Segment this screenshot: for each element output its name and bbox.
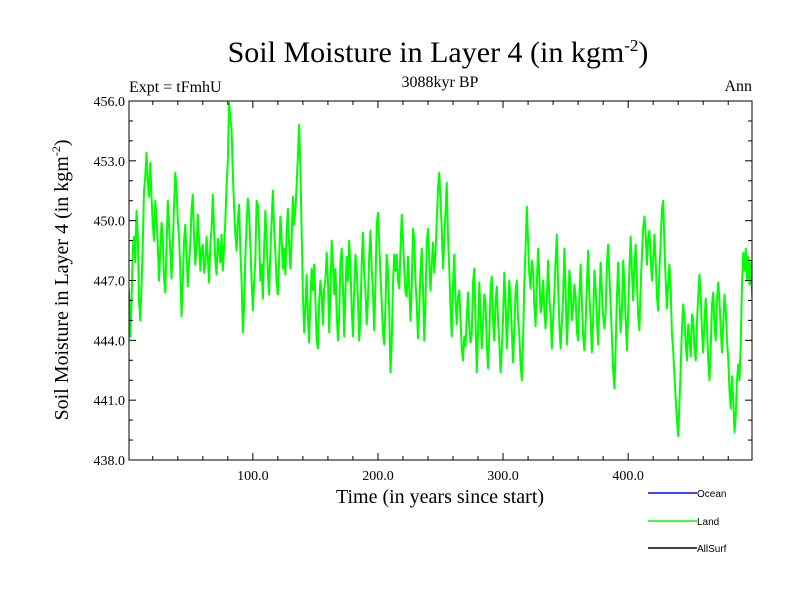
chart-title-sup: -2: [624, 36, 638, 55]
subtitle-expt: Expt = tFmhU: [129, 79, 222, 96]
legend-label-land: Land: [697, 517, 719, 528]
x-tick-label: 200.0: [362, 469, 394, 484]
y-tick-label: 453.0: [94, 155, 126, 170]
x-tick-label: 100.0: [237, 469, 269, 484]
x-tick-label: 300.0: [487, 469, 519, 484]
series-line-land: [129, 101, 752, 438]
y-axis-label-close: ): [51, 139, 73, 146]
y-tick-label: 450.0: [94, 215, 126, 230]
y-tick-label: 438.0: [94, 454, 126, 469]
y-tick-label: 441.0: [94, 394, 126, 409]
y-axis-label: Soil Moisture in Layer 4 (in kgm-2): [49, 139, 73, 420]
legend-label-ocean: Ocean: [697, 489, 726, 500]
subtitle-season: Ann: [724, 78, 752, 95]
y-tick-label: 447.0: [94, 275, 126, 290]
y-tick-label: 444.0: [94, 334, 126, 349]
chart-title: Soil Moisture in Layer 4 (in kgm-2): [228, 36, 649, 69]
legend-label-allsurf: AllSurf: [697, 544, 727, 555]
legend: Ocean Land AllSurf: [648, 489, 727, 555]
y-tick-label: 456.0: [94, 95, 126, 110]
y-axis-label-sup: -2: [49, 146, 63, 156]
x-axis-label: Time (in years since start): [336, 486, 544, 508]
chart-title-close: ): [638, 36, 648, 69]
subtitle-period: 3088kyr BP: [402, 74, 479, 91]
x-tick-label: 400.0: [612, 469, 644, 484]
